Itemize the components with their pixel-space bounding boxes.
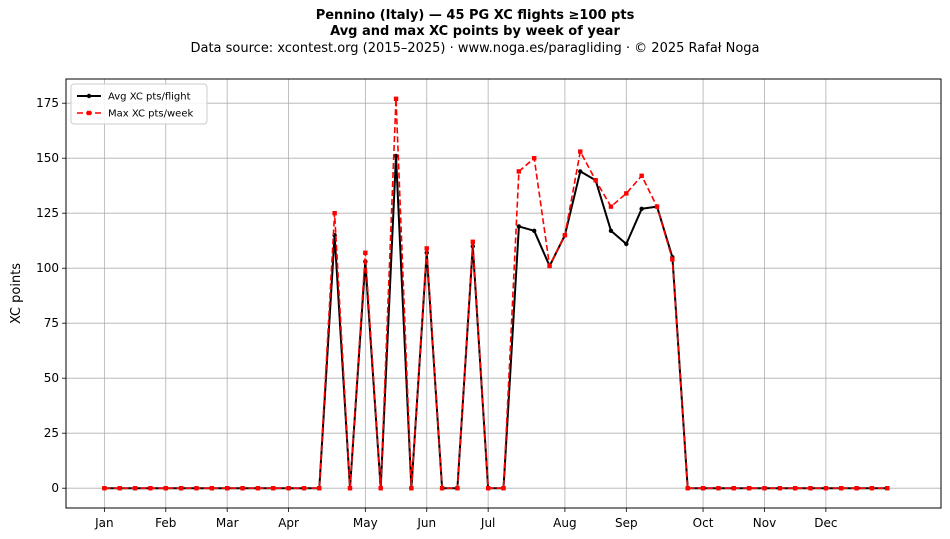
data-point [301,486,307,491]
plot-frame [65,78,942,509]
data-point [885,486,890,491]
y-tick-label: 100 [36,261,59,275]
data-point [532,228,537,233]
x-tick-label: May [353,516,378,530]
data-point [501,486,506,491]
series-line [104,155,888,490]
x-tick-label: Nov [753,516,776,530]
legend-marker [86,110,92,116]
y-tick-label: 50 [44,371,59,385]
data-point [731,486,736,491]
data-point [685,486,690,491]
data-point [393,153,399,159]
data-point [624,241,629,247]
y-tick-label: 125 [36,206,59,220]
data-point [209,486,215,491]
series-layer [102,96,890,491]
data-point [869,486,875,491]
data-point [578,149,583,154]
y-tick-label: 0 [51,481,59,495]
data-point [532,156,537,161]
grid [66,79,941,508]
data-point [332,211,337,216]
x-tick-label: Sep [615,516,638,530]
data-point [746,486,752,491]
data-point [178,486,184,491]
x-tick-label: Dec [814,516,837,530]
y-tick-label: 175 [36,96,59,110]
data-point [102,486,107,491]
data-point [839,486,844,491]
data-point [363,250,368,255]
data-point [132,486,138,491]
y-axis-label: XC points [9,263,24,324]
y-axis: 0 25 50 75 100 125 150 175 [36,96,66,495]
data-point [670,257,675,262]
x-tick-label: Oct [693,516,714,530]
data-point [608,204,614,209]
data-point [716,486,721,491]
data-point [117,486,122,491]
data-point [639,173,644,178]
data-point [240,486,245,491]
data-point [624,191,629,196]
data-point [317,486,322,491]
legend-marker [86,93,92,99]
data-point [608,228,614,233]
data-point [470,239,475,244]
data-point [439,486,445,491]
data-point [777,486,783,491]
series-max [102,96,890,491]
data-point [255,486,261,491]
y-tick-label: 75 [44,316,59,330]
data-point [378,486,383,491]
x-tick-label: Jun [416,516,436,530]
data-point [762,486,767,491]
data-point [792,486,798,491]
data-point [393,96,399,101]
y-tick-label: 150 [36,151,59,165]
x-tick-label: Jan [94,516,114,530]
series-line [104,98,888,490]
x-tick-label: Apr [278,516,299,530]
x-axis: Jan Feb Mar Apr May Jun Jul Aug Sep Oct Nov Dec [94,508,837,530]
chart-source: Data source: xcontest.org (2015–2025) · … [190,41,760,56]
data-point [578,169,583,174]
data-point [700,486,706,491]
chart-subtitle: Avg and max XC points by week of year [330,24,620,39]
data-point [823,486,829,491]
data-point [516,224,522,229]
legend-label: Avg XC pts/flight [108,92,191,103]
data-point [593,178,598,183]
data-point [562,233,568,238]
data-point [424,246,429,251]
data-point [485,486,491,491]
data-point [654,204,660,209]
x-tick-label: Feb [155,516,176,530]
data-point [271,486,276,491]
data-point [455,486,460,491]
x-tick-label: Jul [480,516,495,530]
y-tick-label: 25 [44,426,59,440]
data-point [286,486,291,491]
chart-title: Pennino (Italy) — 45 PG XC flights ≥100 … [315,8,635,23]
legend: Avg XC pts/flight Max XC pts/week [70,83,208,125]
x-tick-label: Mar [216,516,239,530]
legend-box [70,83,208,125]
data-point [224,486,230,491]
data-point [854,486,859,491]
data-point [547,263,552,269]
data-point [163,486,168,491]
data-point [409,486,414,491]
data-point [347,486,353,491]
data-point [516,169,522,174]
x-tick-label: Aug [553,516,576,530]
data-point [194,486,199,491]
series-avg [102,153,890,491]
data-point [808,486,813,491]
data-point [639,206,644,211]
data-point [148,486,153,491]
legend-label: Max XC pts/week [108,109,193,120]
